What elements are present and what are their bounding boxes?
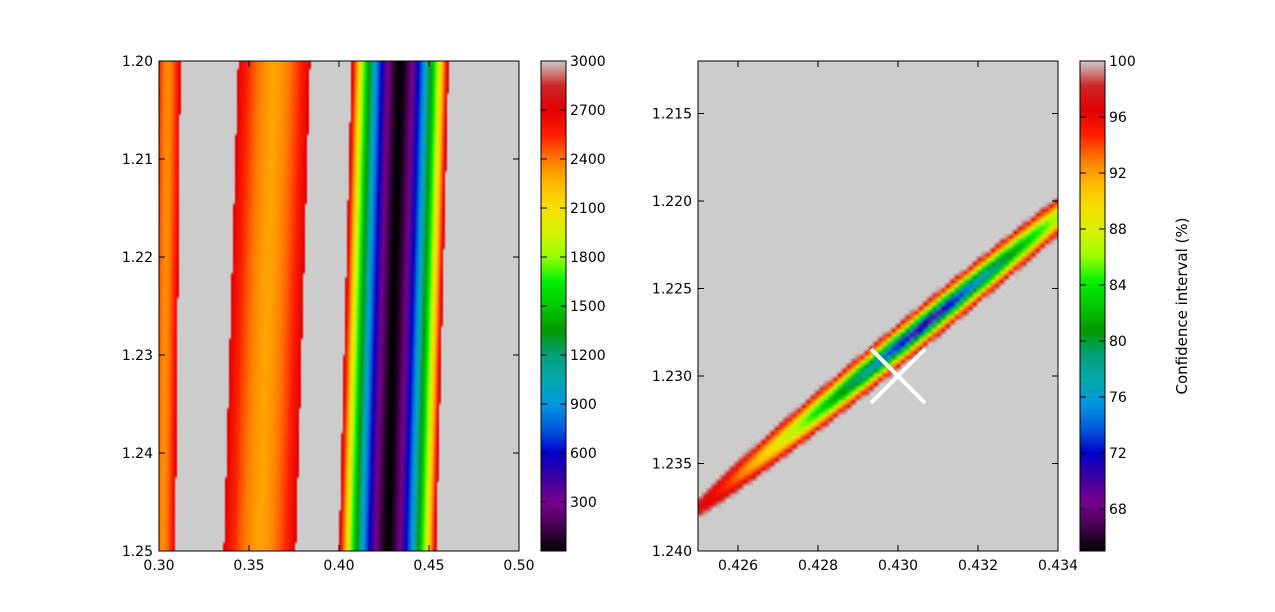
left-heatmap-panel: 0.30 0.35 0.40 0.45 0.50 1.20 1.21 1.22 1.23 1.24… — [122, 54, 535, 574]
x-tick-label: 0.434 — [1038, 558, 1078, 574]
y-tick-label: 1.235 — [652, 457, 692, 473]
heatmap-image — [159, 61, 519, 551]
x-tick-label: 0.428 — [798, 558, 838, 574]
colorbar-tick-label: 96 — [1109, 110, 1127, 126]
y-tick-label: 1.240 — [652, 544, 692, 560]
y-tick-label: 1.22 — [122, 250, 153, 266]
y-tick-label: 1.225 — [652, 282, 692, 298]
y-tick-label: 1.21 — [122, 152, 153, 168]
colorbar-tick-label: 100 — [1109, 54, 1136, 70]
colorbar-frame — [1079, 60, 1106, 552]
right-colorbar: 68 72 76 80 84 88 92 96 100 Confidence interval (… — [1079, 54, 1191, 552]
x-tick-label: 0.40 — [323, 558, 354, 574]
colorbar-tick-label: 92 — [1109, 166, 1127, 182]
x-tick-label: 0.45 — [413, 558, 444, 574]
y-tick-label: 1.23 — [122, 348, 153, 364]
colorbar-tick-label: 84 — [1109, 278, 1127, 294]
x-tick-label: 0.426 — [718, 558, 758, 574]
x-tick-label: 0.432 — [958, 558, 998, 574]
right-heatmap-panel: 0.426 0.428 0.430 0.432 0.434 1.215 1.220 1.225… — [652, 60, 1078, 574]
left-colorbar: 300 600 900 1200 1500 1800 2100 2400 2700 3000 — [540, 54, 606, 552]
colorbar-tick-label: 1500 — [570, 299, 606, 315]
colorbar-tick-label: 76 — [1109, 390, 1127, 406]
colorbar-tick-label: 72 — [1109, 446, 1127, 462]
y-tick-label: 1.24 — [122, 446, 153, 462]
x-tick-label: 0.35 — [233, 558, 264, 574]
colorbar-tick-label: 900 — [570, 397, 597, 413]
colorbar-tick-label: 68 — [1109, 502, 1127, 518]
colorbar-tick-label: 80 — [1109, 334, 1127, 350]
colorbar-title: Confidence interval (%) — [1173, 217, 1191, 394]
x-tick-label: 0.30 — [143, 558, 174, 574]
colorbar-tick-label: 1800 — [570, 250, 606, 266]
y-tick-label: 1.220 — [652, 194, 692, 210]
best-fit-x-marker — [869, 347, 927, 405]
colorbar-tick-label: 2100 — [570, 201, 606, 217]
colorbar-tick-label: 3000 — [570, 54, 606, 70]
axes-frame — [697, 60, 1059, 552]
x-tick-label: 0.50 — [503, 558, 534, 574]
y-tick-label: 1.215 — [652, 107, 692, 123]
colorbar-tick-label: 1200 — [570, 348, 606, 364]
colorbar-tick-label: 2400 — [570, 152, 606, 168]
y-tick-label: 1.230 — [652, 369, 692, 385]
colorbar-tick-label: 300 — [570, 495, 597, 511]
heatmap-image — [698, 61, 1058, 551]
colorbar-fill — [1080, 61, 1105, 551]
y-tick-label: 1.20 — [122, 54, 153, 70]
colorbar-tick-label: 2700 — [570, 103, 606, 119]
x-tick-label: 0.430 — [878, 558, 918, 574]
y-tick-label: 1.25 — [122, 544, 153, 560]
colorbar-tick-label: 600 — [570, 446, 597, 462]
colorbar-tick-label: 88 — [1109, 222, 1127, 238]
